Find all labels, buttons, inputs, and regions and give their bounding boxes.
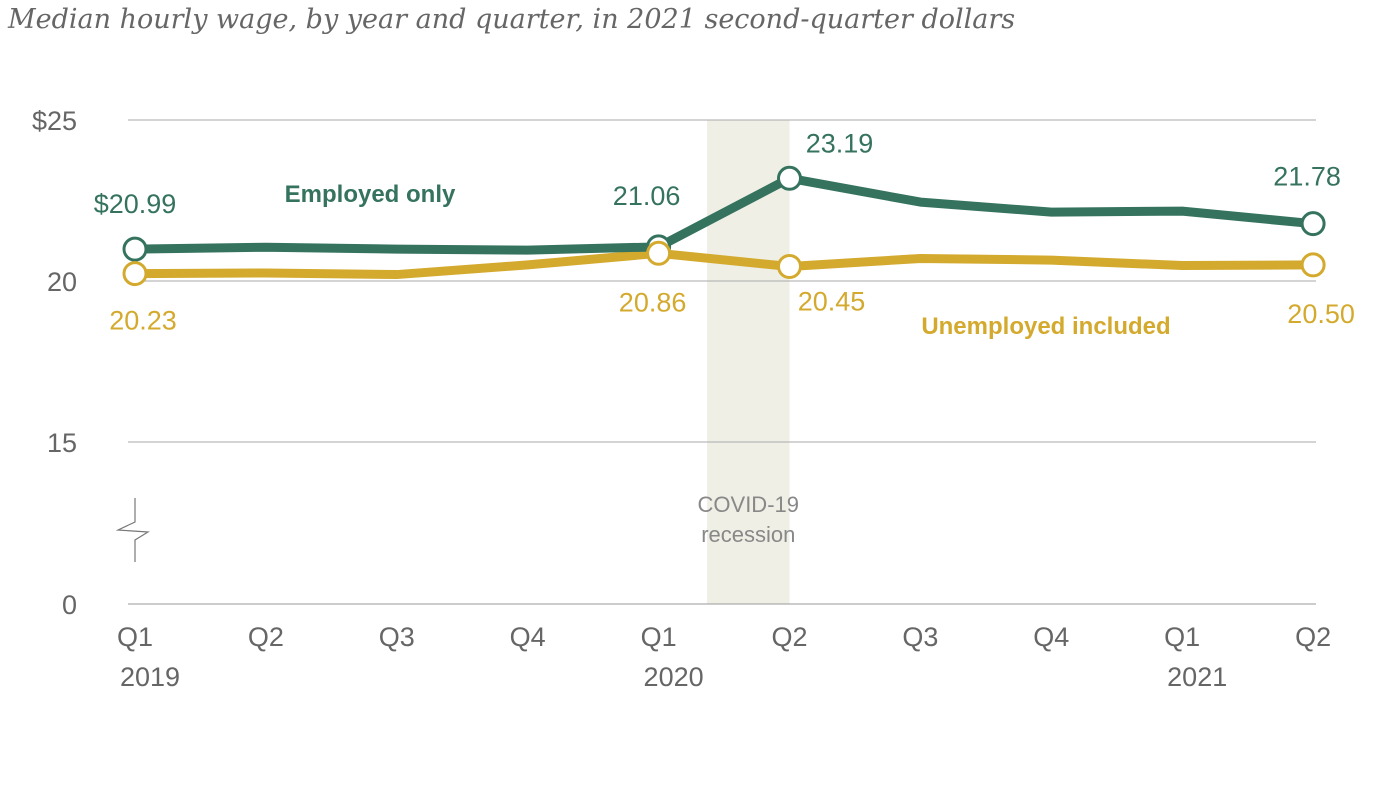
x-year-label: 2021 — [1167, 662, 1227, 692]
x-tick-label: Q4 — [510, 622, 546, 652]
chart-title: Median hourly wage, by year and quarter,… — [8, 4, 1016, 35]
x-tick-label: Q2 — [248, 622, 284, 652]
x-tick-label: Q3 — [379, 622, 415, 652]
y-tick-label: 15 — [47, 428, 77, 458]
data-point-marker — [122, 236, 148, 262]
data-label: 20.45 — [798, 287, 866, 317]
data-point-marker — [646, 240, 672, 266]
x-tick-label: Q2 — [1295, 622, 1331, 652]
y-tick-label: 20 — [47, 267, 77, 297]
series-line-1 — [134, 248, 1314, 280]
data-point-marker — [777, 165, 802, 191]
series-label: Unemployed included — [921, 313, 1170, 340]
data-label: 21.06 — [613, 181, 681, 211]
data-point-marker — [1300, 252, 1326, 278]
recession-label: recession — [701, 522, 795, 547]
x-year-label: 2020 — [644, 662, 704, 692]
data-point-marker — [777, 254, 802, 280]
x-tick-label: Q1 — [1164, 622, 1200, 652]
x-tick-label: Q3 — [902, 622, 938, 652]
data-label: 20.23 — [109, 306, 177, 336]
data-label: $20.99 — [94, 189, 177, 219]
data-point-marker — [122, 261, 148, 287]
axis-break-icon — [115, 498, 150, 562]
series-line-0 — [134, 173, 1314, 255]
x-tick-label: Q2 — [771, 622, 807, 652]
data-label: 20.50 — [1287, 299, 1355, 329]
data-label: 21.78 — [1273, 162, 1341, 192]
x-tick-label: Q1 — [641, 622, 677, 652]
x-tick-label: Q4 — [1033, 622, 1069, 652]
data-label: 23.19 — [806, 128, 874, 158]
recession-label: COVID-19 — [698, 492, 799, 517]
y-tick-label: $25 — [32, 106, 77, 136]
data-label: 20.86 — [619, 287, 687, 317]
data-point-marker — [1300, 211, 1326, 237]
y-tick-label: 0 — [62, 590, 77, 620]
x-year-label: 2019 — [120, 662, 180, 692]
series-label: Employed only — [285, 181, 456, 208]
x-tick-label: Q1 — [117, 622, 153, 652]
